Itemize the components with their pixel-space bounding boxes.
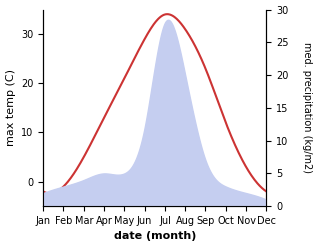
X-axis label: date (month): date (month) [114, 231, 196, 242]
Y-axis label: med. precipitation (kg/m2): med. precipitation (kg/m2) [302, 42, 313, 173]
Y-axis label: max temp (C): max temp (C) [5, 69, 16, 146]
